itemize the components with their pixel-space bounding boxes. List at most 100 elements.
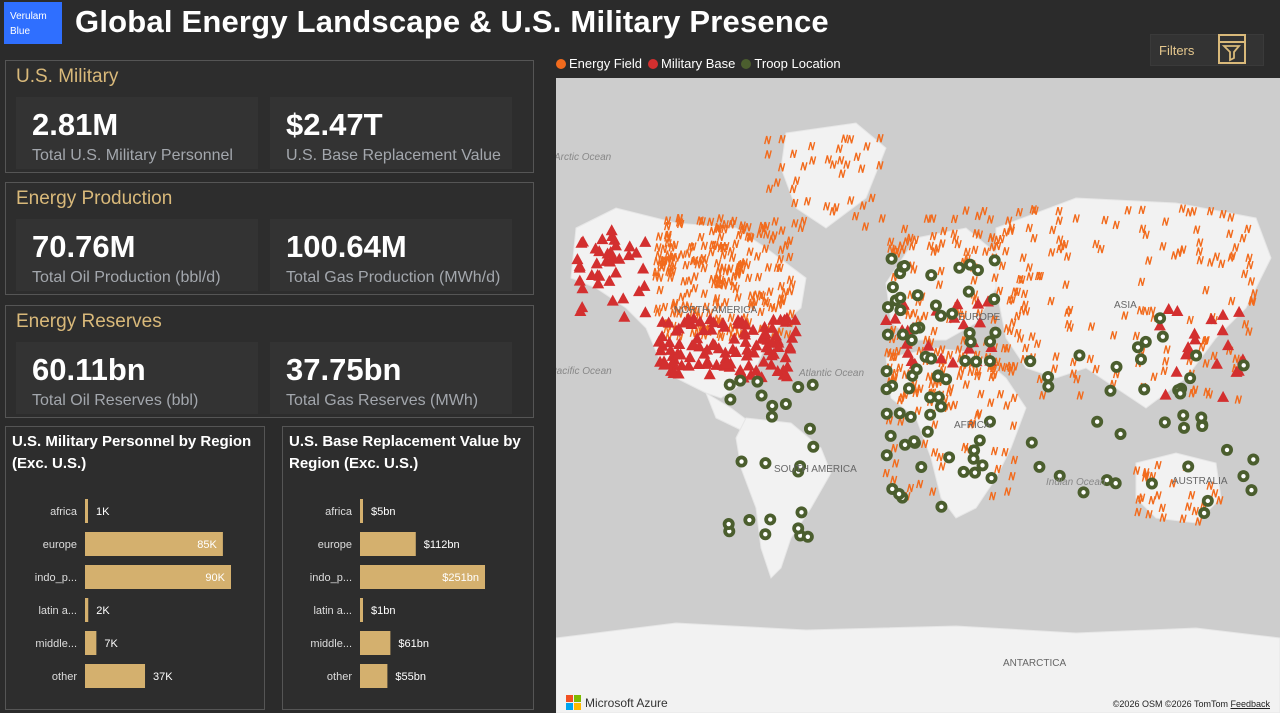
energy-field-marker[interactable]	[905, 310, 913, 320]
military-base-marker[interactable]	[900, 337, 913, 349]
energy-field-marker[interactable]	[1109, 331, 1118, 340]
troop-location-marker[interactable]	[943, 451, 956, 464]
energy-field-marker[interactable]	[765, 184, 774, 193]
energy-field-marker[interactable]	[797, 223, 806, 233]
energy-field-marker[interactable]	[891, 459, 900, 468]
troop-location-marker[interactable]	[904, 410, 917, 423]
energy-field-marker[interactable]	[1186, 356, 1194, 366]
energy-field-marker[interactable]	[988, 491, 997, 501]
energy-field-marker[interactable]	[721, 277, 730, 287]
energy-field-marker[interactable]	[727, 313, 735, 322]
military-base-marker[interactable]	[757, 355, 770, 367]
energy-field-marker[interactable]	[1006, 296, 1014, 305]
troop-location-marker[interactable]	[765, 410, 778, 423]
bar[interactable]	[85, 664, 146, 688]
military-base-marker[interactable]	[771, 365, 784, 377]
energy-field-marker[interactable]	[777, 282, 785, 291]
military-base-marker[interactable]	[623, 240, 636, 252]
energy-field-marker[interactable]	[945, 350, 954, 360]
military-base-marker[interactable]	[637, 262, 650, 274]
energy-field-marker[interactable]	[929, 231, 938, 241]
energy-field-marker[interactable]	[764, 135, 772, 145]
military-base-marker[interactable]	[692, 358, 705, 370]
troop-location-marker[interactable]	[886, 281, 899, 294]
troop-location-marker[interactable]	[722, 518, 735, 531]
energy-field-marker[interactable]	[1061, 240, 1069, 249]
military-base-marker[interactable]	[639, 306, 652, 318]
energy-field-marker[interactable]	[799, 216, 808, 226]
troop-location-marker[interactable]	[766, 399, 779, 412]
energy-field-marker[interactable]	[933, 244, 941, 253]
energy-field-marker[interactable]	[753, 252, 762, 261]
energy-field-marker[interactable]	[714, 279, 722, 289]
military-base-marker[interactable]	[1233, 305, 1246, 317]
energy-field-marker[interactable]	[706, 217, 715, 227]
energy-field-marker[interactable]	[657, 260, 665, 269]
military-base-marker[interactable]	[574, 305, 587, 317]
energy-field-marker[interactable]	[1134, 507, 1142, 517]
energy-field-marker[interactable]	[666, 263, 674, 272]
kpi-card-base-value[interactable]: $2.47T U.S. Base Replacement Value	[270, 97, 512, 169]
energy-field-marker[interactable]	[717, 232, 725, 241]
military-base-marker[interactable]	[758, 320, 771, 332]
military-base-marker[interactable]	[1210, 357, 1223, 369]
troop-location-marker[interactable]	[894, 291, 907, 304]
energy-field-marker[interactable]	[721, 220, 729, 229]
energy-field-marker[interactable]	[734, 293, 742, 302]
military-base-marker[interactable]	[1153, 319, 1166, 331]
energy-field-marker[interactable]	[1047, 248, 1056, 257]
energy-field-marker[interactable]	[1016, 334, 1025, 343]
energy-field-marker[interactable]	[726, 264, 734, 273]
troop-location-marker[interactable]	[1174, 387, 1187, 400]
kpi-card-oil-reserves[interactable]: 60.11bn Total Oil Reserves (bbl)	[16, 342, 258, 414]
military-base-marker[interactable]	[1182, 341, 1195, 353]
energy-field-marker[interactable]	[1069, 357, 1078, 367]
energy-field-marker[interactable]	[1036, 374, 1045, 384]
energy-field-marker[interactable]	[967, 367, 975, 376]
energy-field-marker[interactable]	[738, 265, 746, 274]
energy-field-marker[interactable]	[786, 236, 794, 245]
energy-field-marker[interactable]	[719, 250, 728, 260]
energy-field-marker[interactable]	[747, 291, 756, 300]
energy-field-marker[interactable]	[773, 263, 782, 272]
military-base-marker[interactable]	[663, 336, 676, 348]
military-base-marker[interactable]	[766, 336, 779, 348]
troop-location-marker[interactable]	[983, 415, 996, 428]
troop-location-marker[interactable]	[880, 365, 893, 378]
troop-location-marker[interactable]	[985, 472, 998, 485]
energy-field-marker[interactable]	[778, 226, 786, 235]
troop-location-marker[interactable]	[1134, 353, 1147, 366]
military-base-marker[interactable]	[673, 338, 686, 350]
energy-field-marker[interactable]	[773, 178, 781, 187]
energy-field-marker[interactable]	[1136, 306, 1145, 315]
energy-field-marker[interactable]	[687, 243, 695, 252]
energy-field-marker[interactable]	[840, 134, 849, 143]
energy-field-marker[interactable]	[1005, 216, 1013, 225]
energy-field-marker[interactable]	[754, 272, 763, 282]
military-base-marker[interactable]	[1216, 324, 1229, 336]
energy-field-marker[interactable]	[707, 247, 716, 257]
energy-field-marker[interactable]	[1184, 502, 1193, 511]
military-base-marker[interactable]	[707, 316, 720, 328]
military-base-marker[interactable]	[1170, 365, 1183, 377]
energy-field-marker[interactable]	[1148, 495, 1156, 505]
energy-field-marker[interactable]	[955, 345, 963, 354]
energy-field-marker[interactable]	[1063, 252, 1072, 261]
military-base-marker[interactable]	[576, 235, 589, 247]
energy-field-marker[interactable]	[1138, 205, 1146, 215]
energy-field-marker[interactable]	[1179, 245, 1187, 254]
military-base-marker[interactable]	[604, 255, 617, 267]
military-base-marker[interactable]	[789, 325, 802, 337]
military-base-marker[interactable]	[781, 360, 794, 372]
energy-field-marker[interactable]	[1225, 346, 1234, 355]
energy-field-marker[interactable]	[994, 241, 1002, 251]
bar[interactable]	[85, 499, 88, 523]
energy-field-marker[interactable]	[1160, 366, 1168, 375]
troop-location-marker[interactable]	[764, 513, 777, 526]
energy-field-marker[interactable]	[807, 141, 816, 151]
energy-field-marker[interactable]	[1239, 234, 1247, 243]
military-base-marker[interactable]	[739, 335, 752, 347]
energy-field-marker[interactable]	[675, 218, 684, 227]
troop-location-marker[interactable]	[1042, 380, 1055, 393]
energy-field-marker[interactable]	[678, 250, 686, 259]
